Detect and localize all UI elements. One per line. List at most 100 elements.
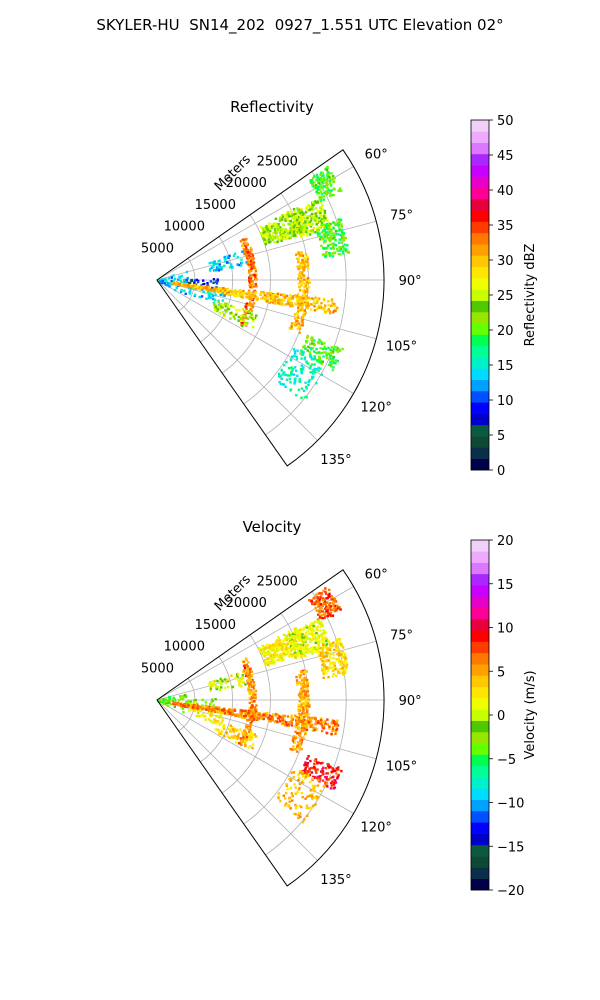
radar-gate xyxy=(276,295,279,299)
radar-gate xyxy=(251,743,255,746)
colorbar-swatch xyxy=(471,131,489,143)
colorbar-swatch xyxy=(471,788,489,800)
radar-gate xyxy=(217,299,220,302)
radar-gate xyxy=(224,288,227,291)
radar-gate xyxy=(217,259,221,263)
radar-gate xyxy=(302,710,305,714)
radar-gate xyxy=(329,787,333,790)
radar-gate xyxy=(331,255,335,258)
radar-gate xyxy=(250,312,253,315)
radar-gate xyxy=(290,716,293,719)
radar-gate xyxy=(277,228,280,231)
radar-gate xyxy=(284,642,287,646)
radar-gate xyxy=(323,345,326,349)
radar-gate xyxy=(265,714,268,717)
radar-gate xyxy=(328,654,331,658)
radar-gate xyxy=(309,766,313,770)
radar-gate xyxy=(283,652,286,655)
radar-gate xyxy=(279,301,282,304)
radar-gate xyxy=(255,296,258,299)
radar-gate xyxy=(318,304,321,307)
radar-gate xyxy=(281,716,284,719)
radar-gate xyxy=(306,681,309,685)
radar-gate xyxy=(334,309,337,313)
radar-gate xyxy=(250,280,253,283)
radar-gate xyxy=(279,293,283,296)
radar-gate xyxy=(324,612,327,615)
radar-gate xyxy=(293,783,296,786)
radar-gate xyxy=(282,237,285,240)
radar-gate xyxy=(237,737,240,740)
radar-gate xyxy=(327,614,330,617)
radar-gate xyxy=(281,372,285,375)
radar-gate xyxy=(282,298,286,301)
radar-gate xyxy=(315,776,319,780)
radar-gate xyxy=(323,306,326,309)
radar-gate xyxy=(317,297,321,300)
radar-gate xyxy=(232,254,236,258)
radar-gate xyxy=(262,717,265,721)
radar-gate xyxy=(247,734,250,738)
radar-gate xyxy=(193,709,197,713)
radar-gate xyxy=(329,247,333,250)
radar-gate xyxy=(224,291,227,294)
radar-gate xyxy=(188,281,192,285)
radar-gate xyxy=(292,208,296,211)
radar-gate xyxy=(319,654,322,657)
radar-gate xyxy=(333,600,337,603)
radar-gate xyxy=(159,699,162,702)
radar-gate xyxy=(216,288,219,291)
radial-tick-label: 25000 xyxy=(257,574,298,589)
radar-gate xyxy=(221,718,224,721)
radar-gate xyxy=(284,804,287,807)
radar-gate xyxy=(335,674,338,677)
radar-gate xyxy=(321,721,324,724)
radar-gate xyxy=(296,294,299,298)
radar-gate xyxy=(313,620,316,624)
radar-gate xyxy=(324,587,327,590)
radar-gate xyxy=(263,235,266,238)
radar-gate xyxy=(201,698,204,702)
angle-tick-label: 60° xyxy=(365,567,388,582)
radar-gate xyxy=(324,190,328,193)
radar-gate xyxy=(168,282,171,285)
radar-gate xyxy=(326,669,330,673)
radar-gate xyxy=(331,232,334,235)
radar-gate xyxy=(302,295,306,299)
radar-gate xyxy=(277,301,281,304)
radar-gate xyxy=(312,231,316,234)
radar-gate xyxy=(300,636,304,639)
radar-gate xyxy=(324,311,328,314)
radar-gate xyxy=(320,301,323,305)
radar-gate xyxy=(307,773,310,776)
radar-gate xyxy=(301,638,304,641)
radar-gate xyxy=(200,295,204,298)
radar-gate xyxy=(285,638,289,642)
radar-gate xyxy=(238,679,241,683)
radar-gate xyxy=(323,211,327,214)
colorbar-swatch xyxy=(471,447,489,460)
radar-gate xyxy=(302,223,306,227)
radar-gate xyxy=(319,775,322,778)
colorbar-swatch xyxy=(471,402,489,414)
radar-gate xyxy=(210,706,213,709)
radar-gate xyxy=(322,198,325,201)
radar-gate xyxy=(216,680,219,683)
radar-gate xyxy=(331,644,335,647)
radar-gate xyxy=(243,323,246,326)
radar-gate xyxy=(324,239,327,243)
radar-gate xyxy=(332,360,335,363)
radar-gate xyxy=(330,608,334,611)
radar-gate xyxy=(308,378,311,382)
radar-gate xyxy=(276,645,279,649)
radar-gate xyxy=(331,359,334,362)
radar-gate xyxy=(303,636,306,639)
radar-gate xyxy=(308,794,311,797)
radar-gate xyxy=(325,782,329,786)
radar-gate xyxy=(305,279,308,283)
radar-gate xyxy=(220,686,223,689)
radar-gate xyxy=(322,766,325,769)
radar-gate xyxy=(168,697,171,700)
radar-gate xyxy=(336,653,339,656)
radar-gate xyxy=(253,274,256,277)
